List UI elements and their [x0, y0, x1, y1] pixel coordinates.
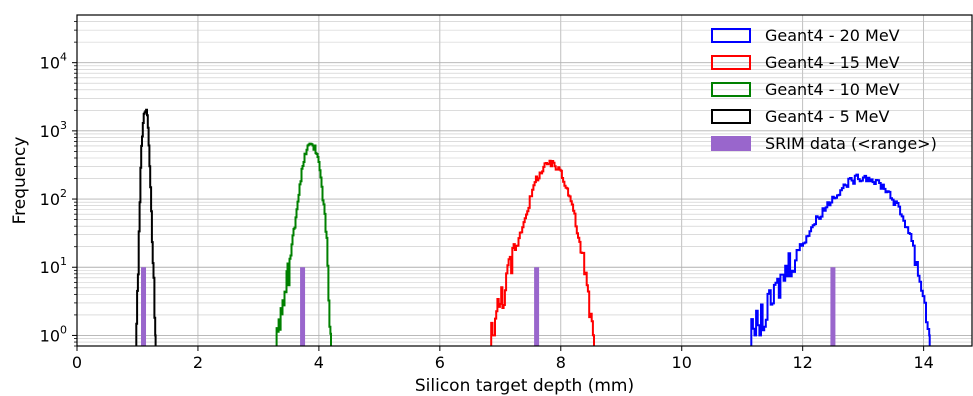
- geant4-5-mev-legend-label: Geant4 - 5 MeV: [765, 107, 890, 126]
- srim-data-range-bar: [300, 267, 306, 346]
- geant4-5-mev-legend-swatch: [711, 109, 751, 124]
- y-tick-label: 103: [40, 119, 67, 141]
- geant4-20-mev-legend-swatch: [711, 28, 751, 43]
- x-tick-label: 0: [72, 353, 82, 372]
- legend: Geant4 - 20 MeV Geant4 - 15 MeV Geant4 - 1…: [711, 26, 937, 153]
- y-tick-label: 104: [40, 51, 67, 73]
- geant4-20-mev-legend-label: Geant4 - 20 MeV: [765, 26, 900, 45]
- geant4-10-mev-legend-label: Geant4 - 10 MeV: [765, 80, 900, 99]
- plot-area: [135, 108, 931, 346]
- srim-data-range-legend-label: SRIM data (<range>): [765, 134, 937, 153]
- x-tick-label: 10: [672, 353, 692, 372]
- geant4-20-mev-histogram-line: [750, 173, 931, 346]
- x-axis-label: Silicon target depth (mm): [415, 376, 634, 396]
- geant4-10-mev-histogram-line: [275, 142, 332, 346]
- y-tick-label: 102: [40, 187, 67, 209]
- x-tick-label: 2: [193, 353, 203, 372]
- x-tick-label: 4: [314, 353, 324, 372]
- y-tick-label: 100: [40, 323, 67, 345]
- geant4-15-mev-histogram-line: [490, 159, 595, 346]
- y-tick-label: 101: [40, 255, 67, 277]
- x-tick-label: 14: [913, 353, 933, 372]
- geant4-15-mev-legend-swatch: [711, 55, 751, 70]
- plot-frame: [76, 14, 973, 347]
- srim-data-range-bar: [830, 267, 836, 346]
- x-tick-label: 6: [435, 353, 445, 372]
- x-tick-label: 8: [556, 353, 566, 372]
- series-group: [135, 108, 931, 346]
- x-tick-label: 12: [792, 353, 812, 372]
- srim-data-range-bar: [534, 267, 540, 346]
- geant4-5-mev-histogram-line: [135, 108, 157, 346]
- axis-ticks: 0 2 4 6 8 10 12 14 100 101 102 103 104: [40, 21, 934, 372]
- srim-data-range-bar: [141, 267, 147, 346]
- geant4-15-mev-legend-label: Geant4 - 15 MeV: [765, 53, 900, 72]
- y-axis-label: Frequency: [10, 137, 30, 225]
- geant4-10-mev-legend-swatch: [711, 82, 751, 97]
- srim-data-range-legend-swatch: [711, 136, 751, 151]
- grid: [76, 15, 972, 347]
